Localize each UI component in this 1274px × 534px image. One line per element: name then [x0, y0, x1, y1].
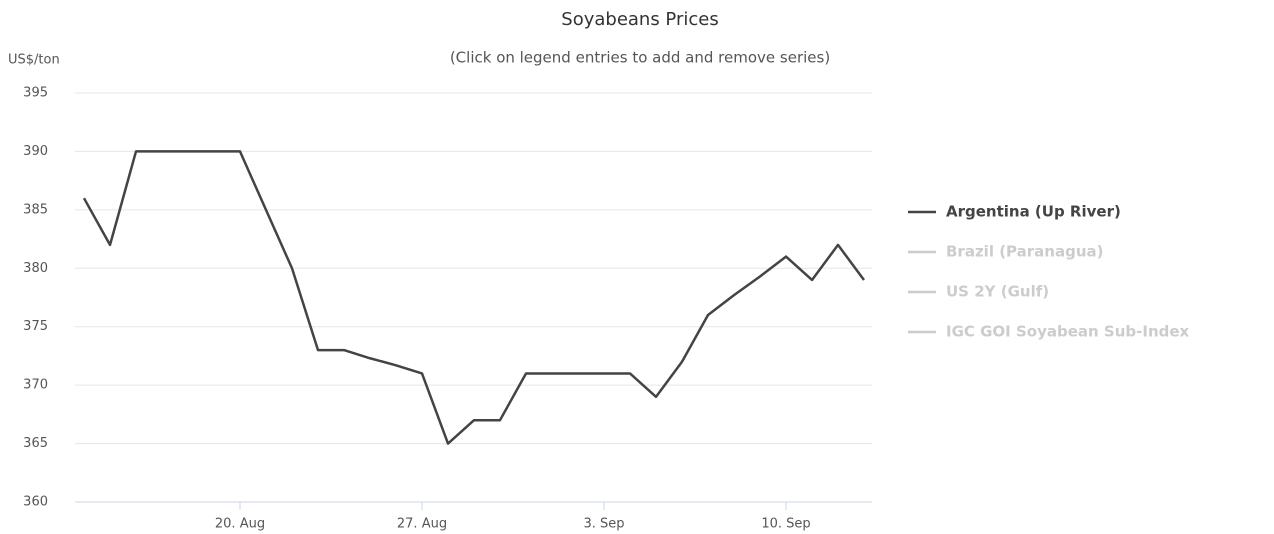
line-series [82, 150, 866, 445]
y-tick-label: 365 [23, 436, 48, 451]
x-tick-label: 20. Aug [215, 517, 265, 532]
x-tick-label: 27. Aug [397, 517, 447, 532]
chart-title: Soyabeans Prices [561, 9, 718, 30]
legend-item[interactable]: IGC GOI Soyabean Sub-Index [946, 323, 1190, 341]
chart-subtitle: (Click on legend entries to add and remo… [450, 49, 830, 67]
y-tick-label: 395 [23, 86, 48, 101]
y-tick-label: 380 [23, 261, 48, 276]
legend-item[interactable]: Brazil (Paranagua) [946, 243, 1103, 261]
legend-item[interactable]: Argentina (Up River) [946, 203, 1121, 221]
x-tick-label: 10. Sep [761, 517, 810, 532]
y-tick-label: 370 [23, 378, 48, 393]
x-tick-label: 3. Sep [583, 517, 624, 532]
y-tick-label: 385 [23, 202, 48, 217]
y-axis-title: US$/ton [8, 53, 60, 68]
y-tick-label: 360 [23, 495, 48, 510]
y-tick-label: 390 [23, 144, 48, 159]
legend-item[interactable]: US 2Y (Gulf) [946, 283, 1049, 301]
y-tick-label: 375 [23, 319, 48, 334]
